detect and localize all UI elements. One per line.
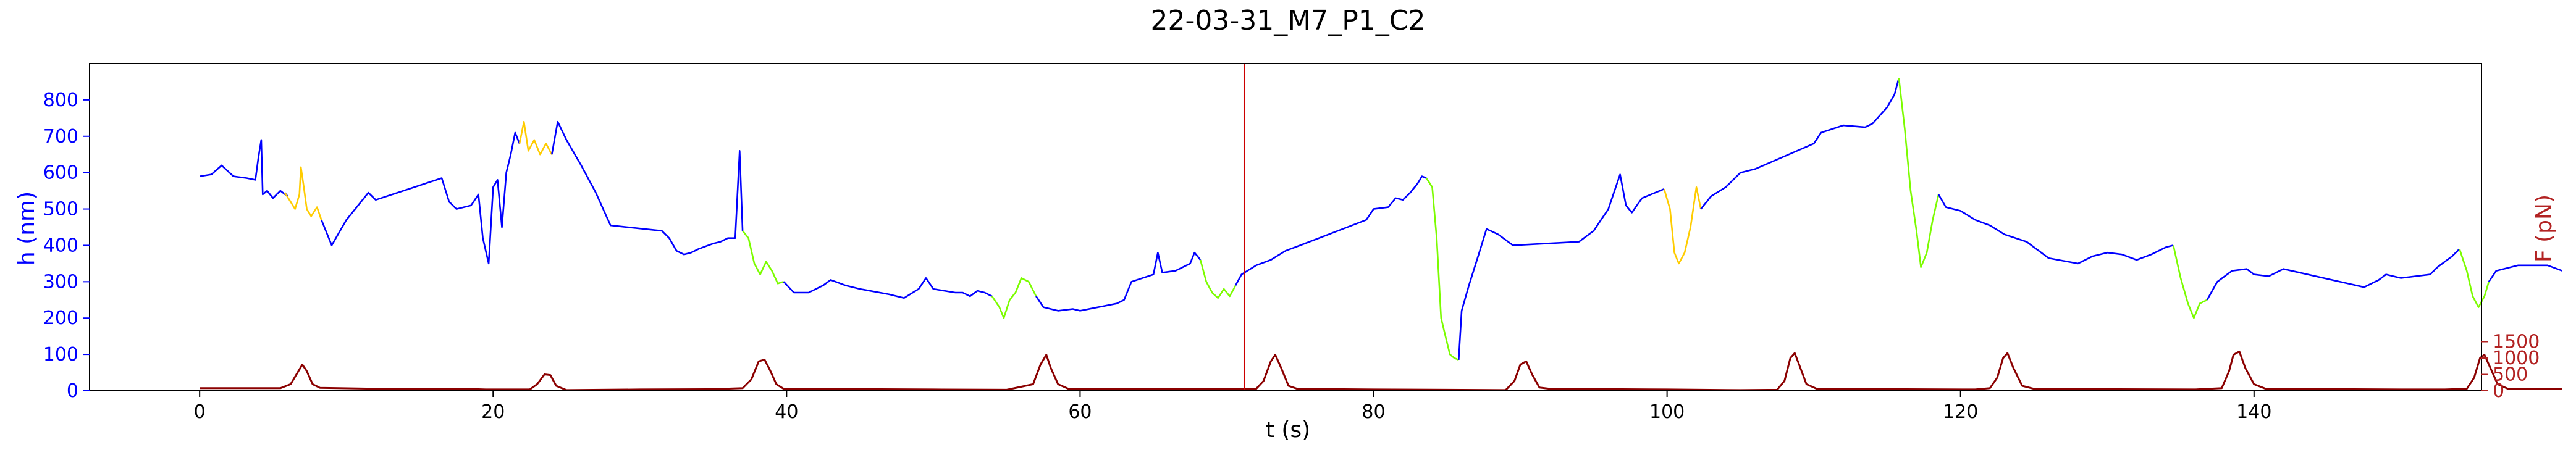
x-tick-label: 100 [1649,401,1685,423]
right-y-tick-label: 1500 [2493,332,2540,353]
left-y-tick-label: 100 [43,344,78,365]
x-tick-label: 80 [1362,401,1385,423]
height-trace-segment-16 [1937,194,2174,265]
right-y-axis-label: F (pN) [2532,194,2557,262]
x-tick-label: 20 [481,401,505,423]
left-y-tick-label: 0 [67,380,78,402]
left-y-tick-label: 800 [43,90,78,111]
left-y-axis: 0 100 200 300 400 500 600 700 800 [43,90,90,402]
right-y-tick-label: 0 [2493,380,2504,402]
left-y-tick-label: 200 [43,307,78,329]
left-y-tick-label: 500 [43,199,78,220]
x-tick-label: 120 [1943,401,1978,423]
x-tick-label: 40 [775,401,798,423]
height-trace-segment-15 [1898,78,1940,269]
height-trace-segment-17 [2172,245,2208,319]
plot-area [89,63,2563,391]
height-trace-segment-19 [2459,248,2490,308]
height-trace-segment-11 [1425,177,1459,361]
height-trace-segment-18 [2206,248,2460,301]
height-trace-segment-10 [1235,175,1427,286]
left-y-axis-label: h (nm) [14,191,40,265]
left-y-tick-label: 400 [43,235,78,256]
height-trace-segment-14 [1700,78,1900,210]
height-trace-segment-4 [551,120,744,256]
height-trace-segment-12 [1458,173,1665,360]
x-tick-label: 60 [1068,401,1092,423]
right-y-tick-label: 500 [2493,364,2528,386]
height-trace-segment-1 [284,166,322,220]
height-trace-segment-9 [1199,259,1237,299]
height-trace-segment-0 [199,139,289,199]
left-y-tick-label: 700 [43,126,78,148]
plot-frame [89,63,2482,391]
height-trace-segment-7 [991,277,1037,319]
force-trace-line [200,350,2562,391]
height-trace-segment-20 [2488,264,2563,283]
height-trace-segment-2 [321,131,521,265]
left-y-tick-label: 300 [43,271,78,293]
left-y-tick-label: 600 [43,162,78,184]
x-tick-label: 0 [194,401,206,423]
height-trace-segment-5 [742,230,784,285]
height-trace-segment-3 [518,120,553,156]
x-tick-label: 140 [2236,401,2271,423]
x-axis: 0 20 40 60 80 100 120 140 [194,391,2271,423]
height-trace-segment-6 [783,277,993,299]
height-trace-segment-13 [1663,186,1702,265]
height-trace-segment-8 [1035,251,1202,312]
chart-title: 22-03-31_M7_P1_C2 [1151,5,1426,36]
right-y-tick-label: 1000 [2493,348,2540,369]
x-axis-label: t (s) [1266,417,1310,443]
